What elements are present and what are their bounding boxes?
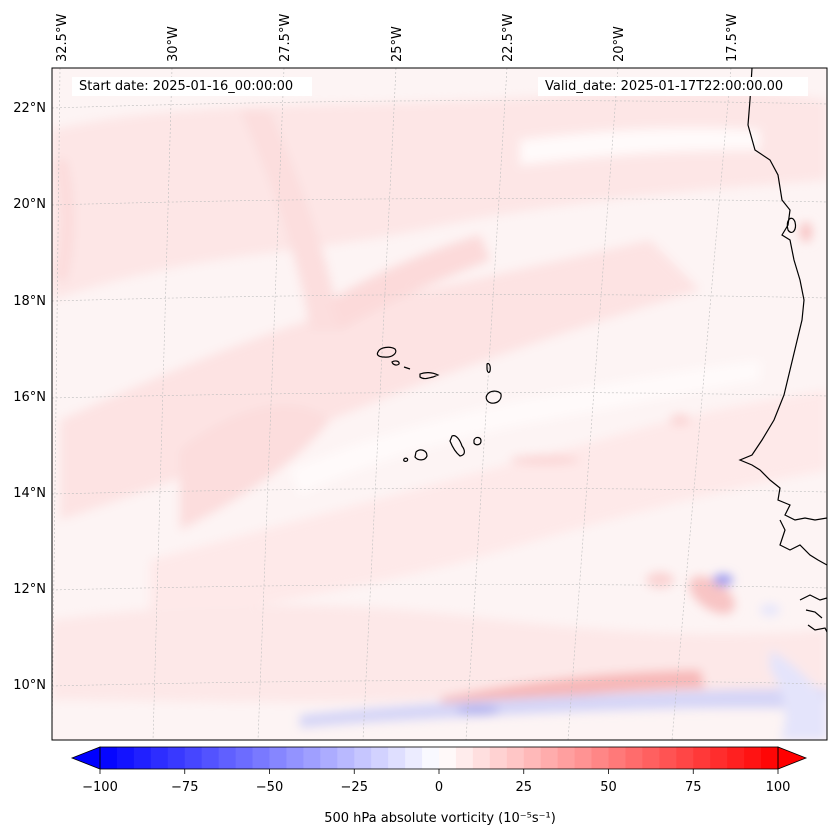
- africa-coastline: [738, 68, 827, 521]
- colorbar-segment: [659, 747, 677, 769]
- colorbar-segment: [557, 747, 576, 769]
- colorbar-segment: [286, 747, 304, 769]
- santa-luzia-island: [403, 366, 411, 370]
- colorbar-segment: [761, 747, 779, 769]
- lat-label: 12°N: [13, 582, 46, 597]
- map-panel: [52, 68, 827, 740]
- lat-label: 22°N: [13, 101, 46, 116]
- colorbar-segment: [354, 747, 372, 769]
- colorbar-segment: [506, 747, 525, 769]
- sao-nicolau-island: [419, 372, 440, 380]
- colorbar-extend-high: [777, 746, 808, 770]
- colorbar-segment: [218, 747, 237, 769]
- colorbar: −100 −75 −50 −25 0 25 50 75 100 500 hPa absolute…: [70, 746, 808, 826]
- vorticity-field: [52, 89, 827, 740]
- colorbar-segment: [133, 747, 152, 769]
- maio-island: [473, 436, 482, 446]
- cabo-verde-islands: [376, 346, 502, 462]
- lon-label: 22.5°W: [501, 14, 516, 62]
- colorbar-segment: [235, 747, 254, 769]
- colorbar-segment: [201, 747, 220, 769]
- colorbar-segment: [455, 747, 474, 769]
- colorbar-segment: [523, 747, 542, 769]
- colorbar-segment: [116, 747, 135, 769]
- lat-label: 18°N: [13, 294, 46, 309]
- colorbar-segment: [388, 747, 406, 769]
- colorbar-segment: [150, 747, 169, 769]
- colorbar-tick-label: −25: [341, 780, 368, 795]
- lat-label: 10°N: [13, 678, 46, 693]
- colorbar-tick-label: −75: [171, 780, 198, 795]
- colorbar-segment: [184, 747, 203, 769]
- santiago-island: [449, 435, 465, 457]
- boa-vista-island: [485, 390, 502, 404]
- lon-label: 25°W: [390, 26, 405, 62]
- colorbar-tick-label: −50: [256, 780, 283, 795]
- colorbar-segments: [100, 747, 779, 769]
- colorbar-segment: [371, 747, 389, 769]
- colorbar-segment: [710, 747, 728, 769]
- colorbar-segment: [320, 747, 338, 769]
- lon-label: 32.5°W: [55, 14, 70, 62]
- colorbar-segment: [472, 747, 491, 769]
- colorbar-segment: [676, 747, 694, 769]
- colorbar-label-text: 500 hPa absolute vorticity (10⁻⁵s⁻¹): [324, 811, 556, 826]
- longitude-labels: 32.5°W 30°W 27.5°W 25°W 22.5°W 20°W 17.5…: [55, 14, 740, 62]
- brava-island: [403, 457, 409, 462]
- lon-label: 20°W: [612, 26, 627, 62]
- colorbar-tick-label: 50: [600, 780, 617, 795]
- colorbar-segment: [489, 747, 508, 769]
- valid-date-box: [538, 77, 808, 96]
- colorbar-segment: [693, 747, 711, 769]
- colorbar-segment: [591, 747, 609, 769]
- colorbar-segment: [744, 747, 762, 769]
- lon-label: 17.5°W: [725, 14, 740, 62]
- colorbar-segment: [727, 747, 745, 769]
- colorbar-segment: [439, 747, 457, 769]
- coastline: [738, 68, 827, 633]
- valid-date-text: Valid_date: 2025-01-17T22:00:00.00: [545, 79, 784, 94]
- santo-antao-island: [376, 346, 397, 358]
- colorbar-segment: [540, 747, 559, 769]
- fogo-island: [414, 449, 428, 461]
- colorbar-tick-label: 75: [685, 780, 702, 795]
- lat-label: 20°N: [13, 197, 46, 212]
- lon-label: 27.5°W: [278, 14, 293, 62]
- colorbar-segment: [303, 747, 321, 769]
- start-date-box: [72, 77, 312, 96]
- latitude-labels: 22°N 20°N 18°N 16°N 14°N 12°N 10°N: [13, 101, 46, 693]
- colorbar-segment: [100, 747, 118, 769]
- colorbar-segment: [642, 747, 660, 769]
- sao-vicente-island: [391, 360, 400, 366]
- colorbar-tick-label: 0: [435, 780, 443, 795]
- colorbar-segment: [422, 747, 440, 769]
- colorbar-extend-low: [70, 746, 101, 770]
- colorbar-label: 500 hPa absolute vorticity (10⁻⁵s⁻¹): [324, 811, 556, 826]
- colorbar-segment: [167, 747, 186, 769]
- colorbar-segment: [337, 747, 355, 769]
- lon-label: 30°W: [166, 26, 181, 62]
- colorbar-ticks: −100 −75 −50 −25 0 25 50 75 100: [82, 769, 790, 795]
- colorbar-tick-label: −100: [82, 780, 118, 795]
- lat-label: 16°N: [13, 390, 46, 405]
- colorbar-tick-label: 25: [515, 780, 532, 795]
- colorbar-segment: [608, 747, 626, 769]
- colorbar-segment: [252, 747, 270, 769]
- lat-label: 14°N: [13, 486, 46, 501]
- graticule: [52, 68, 827, 740]
- colorbar-segment: [625, 747, 643, 769]
- sal-island: [486, 362, 491, 374]
- colorbar-tick-label: 100: [766, 780, 791, 795]
- map-frame: [51, 67, 828, 741]
- start-date-text: Start date: 2025-01-16_00:00:00: [79, 79, 294, 94]
- colorbar-segment: [269, 747, 287, 769]
- colorbar-segment: [405, 747, 423, 769]
- colorbar-segment: [574, 747, 593, 769]
